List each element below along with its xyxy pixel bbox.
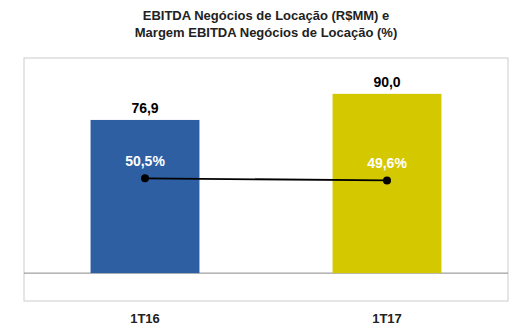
marker — [383, 176, 391, 184]
marks — [24, 94, 508, 273]
labels: 76,9 90,0 50,5% 49,6% — [125, 74, 407, 172]
bar — [91, 120, 200, 273]
x-tick-label: 1T17 — [372, 311, 402, 326]
marker — [141, 174, 149, 182]
x-tick-label: 1T16 — [130, 311, 160, 326]
margin-label: 49,6% — [367, 155, 407, 171]
title: EBITDA Negócios de Locação (R$MM) e Marge… — [135, 8, 397, 40]
line — [145, 178, 387, 180]
bar-label: 90,0 — [373, 74, 400, 90]
bar-label: 76,9 — [131, 100, 158, 116]
title-line: Margem EBITDA Negócios de Locação (%) — [135, 25, 397, 40]
margin-label: 50,5% — [125, 153, 165, 169]
title-line: EBITDA Negócios de Locação (R$MM) e — [143, 8, 390, 23]
plot-frame — [24, 58, 508, 301]
bar — [333, 94, 442, 273]
chart: EBITDA Negócios de Locação (R$MM) e Marge… — [0, 0, 532, 335]
